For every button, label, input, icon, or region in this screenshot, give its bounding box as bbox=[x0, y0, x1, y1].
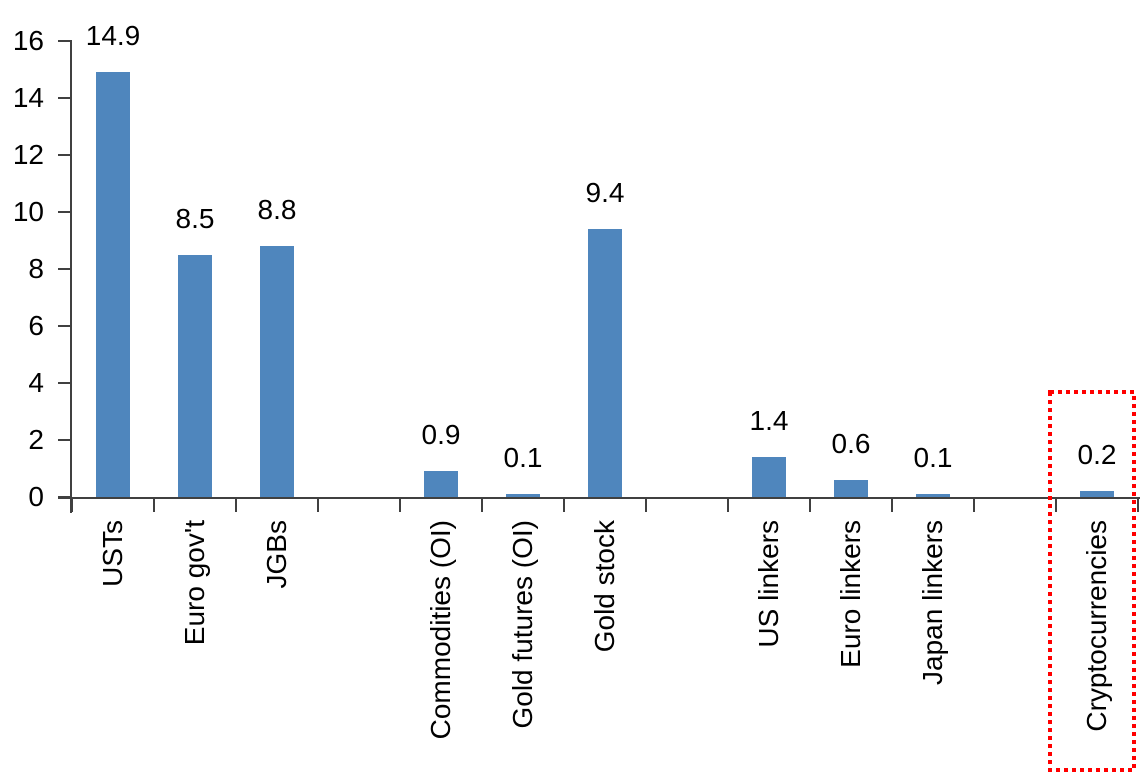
x-tick bbox=[809, 499, 811, 512]
bar-japan-linkers bbox=[916, 494, 950, 497]
x-axis-category-label: Euro gov't bbox=[179, 520, 210, 646]
y-axis-tick-label: 6 bbox=[28, 310, 44, 341]
x-tick bbox=[727, 499, 729, 512]
x-tick bbox=[235, 499, 237, 512]
x-axis-category-label: Japan linkers bbox=[917, 520, 948, 685]
x-axis-category-label: Gold futures (OI) bbox=[507, 520, 538, 729]
x-axis-category-label: Cryptocurrencies bbox=[1081, 520, 1112, 732]
bar-value-label: 1.4 bbox=[749, 405, 789, 437]
bar-value-label: 0.2 bbox=[1077, 439, 1117, 471]
x-tick bbox=[891, 499, 893, 512]
y-tick bbox=[58, 97, 70, 99]
y-tick bbox=[58, 496, 70, 498]
bar-commodities-oi- bbox=[424, 471, 458, 497]
bar-value-label: 8.5 bbox=[175, 202, 215, 234]
x-tick bbox=[399, 499, 401, 512]
y-axis-tick-label: 16 bbox=[12, 25, 44, 56]
y-tick bbox=[58, 439, 70, 441]
bar-jgbs bbox=[260, 246, 294, 497]
x-axis-category-label: Commodities (OI) bbox=[425, 520, 456, 740]
y-axis-tick-label: 8 bbox=[28, 253, 44, 284]
bar-value-label: 0.9 bbox=[421, 419, 461, 451]
bar-cryptocurrencies bbox=[1080, 491, 1114, 497]
y-tick bbox=[58, 40, 70, 42]
y-axis-tick-label: 2 bbox=[28, 424, 44, 455]
x-axis-category-label: JGBs bbox=[261, 520, 292, 589]
bar-value-label: 0.1 bbox=[913, 442, 953, 474]
x-tick bbox=[153, 499, 155, 512]
x-tick bbox=[1055, 499, 1057, 512]
y-tick bbox=[58, 211, 70, 213]
bar-value-label: 9.4 bbox=[585, 177, 625, 209]
x-tick bbox=[317, 499, 319, 512]
x-tick bbox=[563, 499, 565, 512]
x-tick bbox=[973, 499, 975, 512]
x-tick bbox=[645, 499, 647, 512]
x-axis-category-label: US linkers bbox=[753, 520, 784, 648]
y-axis-tick-label: 4 bbox=[28, 367, 44, 398]
bar-value-label: 0.1 bbox=[503, 442, 543, 474]
x-axis-category-label: Euro linkers bbox=[835, 520, 866, 668]
x-tick bbox=[481, 499, 483, 512]
y-axis-tick-label: 10 bbox=[12, 196, 44, 227]
y-axis-line bbox=[70, 40, 72, 513]
bar-value-label: 14.9 bbox=[85, 20, 141, 52]
y-axis-tick-label: 0 bbox=[28, 481, 44, 512]
y-axis-tick-label: 14 bbox=[12, 82, 44, 113]
bar-euro-linkers bbox=[834, 479, 868, 497]
x-axis-line bbox=[58, 497, 1140, 499]
bar-us-linkers bbox=[752, 457, 786, 497]
bar-usts bbox=[96, 72, 130, 497]
y-tick bbox=[58, 154, 70, 156]
y-tick bbox=[58, 382, 70, 384]
bar-value-label: 8.8 bbox=[257, 194, 297, 226]
x-tick bbox=[71, 499, 73, 512]
bar-value-label: 0.6 bbox=[831, 427, 871, 459]
y-tick bbox=[58, 325, 70, 327]
x-tick bbox=[1137, 499, 1139, 512]
x-axis-category-label: Gold stock bbox=[589, 520, 620, 653]
y-tick bbox=[58, 268, 70, 270]
x-axis-category-label: USTs bbox=[97, 520, 128, 587]
bar-gold-stock bbox=[588, 229, 622, 497]
y-axis-tick-label: 12 bbox=[12, 139, 44, 170]
bar-gold-futures-oi- bbox=[506, 494, 540, 497]
bar-euro-gov-t bbox=[178, 254, 212, 497]
